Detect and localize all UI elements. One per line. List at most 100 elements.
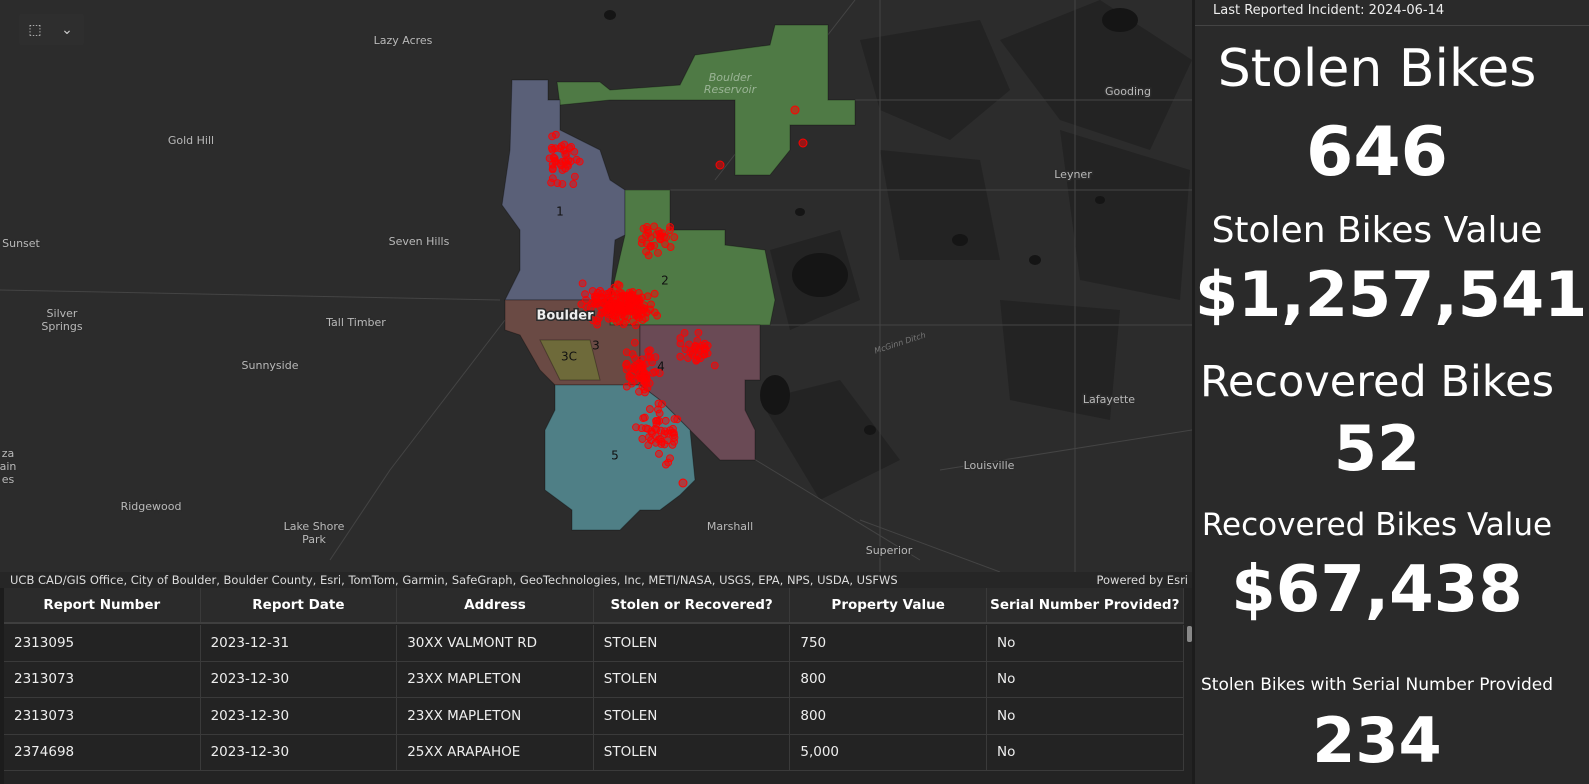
table-row[interactable]: 2313073 2023-12-30 23XX MAPLETON STOLEN 800 N… bbox=[4, 698, 1184, 735]
incident-point[interactable] bbox=[598, 308, 607, 317]
incident-point[interactable] bbox=[656, 234, 664, 243]
scrollbar[interactable] bbox=[1187, 626, 1192, 642]
incident-point[interactable] bbox=[646, 305, 655, 314]
incident-point[interactable] bbox=[628, 288, 637, 296]
incident-point[interactable] bbox=[655, 369, 664, 377]
incident-point[interactable] bbox=[696, 354, 705, 363]
incident-point[interactable] bbox=[661, 416, 670, 425]
incident-point[interactable] bbox=[654, 227, 663, 236]
incident-point[interactable] bbox=[638, 366, 647, 375]
incident-point[interactable] bbox=[680, 328, 689, 337]
incident-point[interactable] bbox=[630, 377, 639, 385]
incident-point[interactable] bbox=[614, 306, 623, 314]
incident-point[interactable] bbox=[655, 449, 663, 458]
column-header[interactable]: Report Date bbox=[201, 588, 398, 622]
incident-point[interactable] bbox=[644, 251, 653, 260]
incident-point[interactable] bbox=[654, 249, 662, 257]
incident-point[interactable] bbox=[637, 424, 646, 433]
incident-point[interactable] bbox=[678, 478, 688, 488]
select-button[interactable]: ⬚ bbox=[28, 21, 42, 38]
incident-point[interactable] bbox=[619, 320, 628, 329]
column-header[interactable]: Address bbox=[397, 588, 594, 622]
incident-point[interactable] bbox=[622, 348, 631, 357]
incident-point[interactable] bbox=[551, 144, 560, 153]
incident-point[interactable] bbox=[557, 161, 565, 170]
incident-point[interactable] bbox=[553, 179, 562, 188]
powered-by[interactable]: Powered by Esri bbox=[1096, 573, 1189, 587]
incident-point[interactable] bbox=[548, 174, 557, 183]
incident-point[interactable] bbox=[620, 291, 629, 300]
incident-point[interactable] bbox=[596, 287, 605, 295]
incident-point[interactable] bbox=[652, 419, 661, 428]
incident-point[interactable] bbox=[694, 328, 703, 337]
incident-point[interactable] bbox=[715, 160, 725, 170]
incident-point[interactable] bbox=[625, 298, 634, 307]
incident-point[interactable] bbox=[640, 413, 649, 422]
incident-point[interactable] bbox=[547, 178, 556, 187]
incident-point[interactable] bbox=[661, 240, 670, 249]
incident-point[interactable] bbox=[654, 435, 663, 444]
incident-point[interactable] bbox=[653, 311, 662, 320]
incident-point[interactable] bbox=[582, 295, 590, 304]
incident-point[interactable] bbox=[638, 293, 646, 302]
incident-point[interactable] bbox=[602, 303, 611, 312]
select-dropdown[interactable]: ⌄ bbox=[61, 21, 73, 38]
incident-point[interactable] bbox=[673, 415, 682, 424]
column-header[interactable]: Report Number bbox=[4, 588, 201, 622]
incident-point[interactable] bbox=[644, 353, 652, 361]
incident-point[interactable] bbox=[637, 239, 646, 247]
incident-point[interactable] bbox=[640, 301, 649, 310]
incident-point[interactable] bbox=[641, 231, 650, 240]
incident-point[interactable] bbox=[790, 105, 800, 115]
incident-point[interactable] bbox=[578, 279, 587, 288]
incident-point[interactable] bbox=[676, 334, 685, 342]
incident-point[interactable] bbox=[692, 356, 701, 365]
incident-point[interactable] bbox=[632, 423, 640, 432]
incident-point[interactable] bbox=[643, 292, 652, 301]
incident-point[interactable] bbox=[647, 242, 655, 250]
incident-point[interactable] bbox=[560, 146, 568, 155]
incident-point[interactable] bbox=[570, 147, 579, 156]
incident-point[interactable] bbox=[588, 299, 597, 308]
table-row[interactable]: 2374698 2023-12-30 25XX ARAPAHOE STOLEN 5,00… bbox=[4, 734, 1184, 771]
table-row[interactable]: 2313073 2023-12-30 23XX MAPLETON STOLEN 800 N… bbox=[4, 661, 1184, 698]
incident-point[interactable] bbox=[570, 172, 579, 181]
incident-point[interactable] bbox=[643, 222, 651, 231]
incident-point[interactable] bbox=[698, 341, 707, 350]
incident-point[interactable] bbox=[658, 400, 666, 408]
map[interactable]: Lazy Acres Gold Hill Sunset Seven Hills Silv… bbox=[0, 0, 1192, 572]
incident-point[interactable] bbox=[653, 416, 662, 425]
table-row[interactable]: 2313095 2023-12-31 30XX VALMONT RD STOLEN 75… bbox=[4, 625, 1184, 662]
column-header[interactable]: Property Value bbox=[790, 588, 987, 622]
incident-point[interactable] bbox=[625, 373, 634, 381]
incident-point[interactable] bbox=[684, 354, 692, 362]
column-header[interactable]: Serial Number Provided? bbox=[987, 588, 1184, 622]
incident-point[interactable] bbox=[548, 165, 557, 174]
incident-point[interactable] bbox=[581, 290, 589, 299]
incident-point[interactable] bbox=[630, 338, 639, 347]
incident-point[interactable] bbox=[692, 342, 700, 351]
incident-point[interactable] bbox=[610, 283, 619, 292]
incident-point[interactable] bbox=[681, 345, 690, 354]
incident-point[interactable] bbox=[664, 458, 673, 467]
incident-point[interactable] bbox=[655, 409, 664, 418]
incident-point[interactable] bbox=[604, 314, 613, 323]
incident-point[interactable] bbox=[644, 347, 653, 356]
incident-point[interactable] bbox=[638, 435, 647, 443]
incident-point[interactable] bbox=[651, 367, 659, 376]
incident-point[interactable] bbox=[548, 132, 557, 141]
incident-point[interactable] bbox=[631, 321, 640, 330]
incident-point[interactable] bbox=[644, 441, 653, 449]
incident-point[interactable] bbox=[654, 405, 662, 414]
incident-point[interactable] bbox=[589, 316, 598, 325]
incident-point[interactable] bbox=[666, 454, 674, 463]
incident-point[interactable] bbox=[670, 433, 679, 442]
incident-point[interactable] bbox=[575, 157, 584, 166]
incident-point[interactable] bbox=[669, 424, 677, 433]
incident-point[interactable] bbox=[608, 296, 617, 305]
incident-point[interactable] bbox=[798, 138, 808, 148]
incident-point[interactable] bbox=[676, 352, 685, 361]
incident-point[interactable] bbox=[642, 424, 650, 433]
incident-point[interactable] bbox=[660, 440, 669, 449]
incident-point[interactable] bbox=[664, 429, 672, 438]
